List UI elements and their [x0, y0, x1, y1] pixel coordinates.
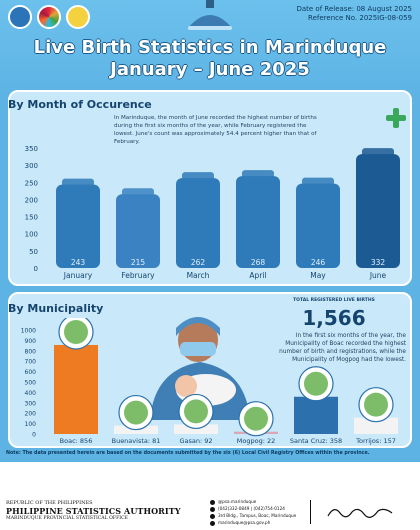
footer — [0, 462, 420, 530]
y-tick-label: 350 — [25, 145, 38, 153]
category-label: Mogpog: 22 — [237, 437, 275, 445]
total-label: TOTAL REGISTERED LIVE BIRTHS — [293, 298, 375, 303]
bar — [56, 184, 100, 268]
bar — [176, 178, 220, 268]
bottle-neck — [302, 177, 334, 186]
contact-block: @psa.marinduque (042)332-0849 | (042)754… — [210, 498, 296, 526]
y-tick-label: 250 — [25, 179, 38, 187]
bar — [174, 424, 218, 434]
bar — [236, 176, 280, 268]
x-tick-label: March — [187, 271, 210, 280]
x-tick-label: June — [369, 271, 387, 280]
data-label: 215 — [131, 258, 146, 267]
y-tick-label: 0 — [34, 265, 38, 273]
bar — [354, 417, 398, 434]
sdg-logo — [37, 5, 61, 29]
seal-inner — [124, 400, 148, 425]
seal-inner — [364, 392, 388, 417]
facebook-icon — [210, 499, 215, 505]
category-label: Boac: 856 — [60, 437, 93, 445]
agency-logos — [8, 5, 90, 29]
municipality-section-heading: By Municipality — [8, 302, 104, 315]
location-icon — [210, 513, 215, 519]
republic-label: REPUBLIC OF THE PHILIPPINES — [6, 500, 93, 506]
seal-inner — [244, 406, 268, 431]
y-tick-label: 200 — [25, 196, 38, 204]
x-tick-label: April — [249, 271, 266, 280]
release-info: Date of Release: 08 August 2025 Referenc… — [296, 5, 412, 23]
month-section-heading: By Month of Occurence — [8, 98, 152, 111]
category-label: Buenavista: 81 — [112, 437, 161, 445]
reference-number: Reference No. 2025IG-08-059 — [308, 14, 412, 22]
y-tick-label: 500 — [25, 380, 37, 387]
category-label: Torrijos: 157 — [355, 437, 396, 445]
data-label: 246 — [311, 258, 326, 267]
x-tick-label: January — [63, 271, 93, 280]
nurse-with-baby-illustration — [150, 317, 250, 420]
page-title: Live Birth Statistics in Marinduque Janu… — [0, 37, 420, 81]
y-tick-label: 800 — [25, 348, 37, 355]
month-bar-chart: 0 50 100 150 200 250 300 350 243 January 215 Februa… — [25, 145, 400, 280]
data-label: 262 — [191, 258, 206, 267]
bar — [356, 154, 400, 268]
release-date: Date of Release: 08 August 2025 — [296, 5, 412, 13]
signature-image — [327, 508, 393, 518]
y-tick-label: 150 — [25, 214, 38, 222]
y-tick-label: 700 — [25, 359, 37, 366]
bottle-neck — [122, 188, 154, 197]
bar — [116, 194, 160, 268]
municipality-bar-chart: 0 100 200 300 400 500 600 700 800 900 1000 Boac: 85… — [21, 318, 398, 445]
contact-facebook: @psa.marinduque — [210, 498, 296, 505]
seal-inner — [304, 371, 328, 396]
bagong-pilipinas-logo — [66, 5, 90, 29]
contact-email: marinduque@psa.gov.ph — [210, 519, 296, 526]
y-tick-label: 0 — [32, 432, 36, 439]
title-line-1: Live Birth Statistics in Marinduque — [33, 37, 387, 58]
signature — [326, 503, 396, 524]
data-label: 268 — [251, 258, 266, 267]
y-tick-label: 1000 — [21, 328, 36, 335]
data-label: 243 — [71, 258, 86, 267]
municipality-description: In the first six months of the year, the… — [279, 333, 406, 363]
x-tick-label: February — [121, 271, 155, 280]
category-label: Santa Cruz: 358 — [290, 437, 342, 445]
office-name: MARINDUQUE PROVINCIAL STATISTICAL OFFICE — [6, 516, 128, 521]
title-line-2: January – June 2025 — [110, 59, 310, 80]
contact-address: 3rd Bldg., Tampus, Boac, Marinduque — [210, 512, 296, 519]
y-tick-label: 100 — [25, 231, 38, 239]
y-tick-label: 400 — [25, 390, 37, 397]
phone-icon — [210, 506, 215, 512]
data-note: Note: The data presented herein are base… — [6, 451, 370, 456]
agency-name: PHILIPPINE STATISTICS AUTHORITY — [6, 506, 181, 516]
seal-inner — [184, 399, 208, 424]
y-tick-label: 300 — [25, 400, 37, 407]
y-tick-label: 600 — [25, 369, 37, 376]
y-tick-label: 200 — [25, 411, 37, 418]
footer-divider — [310, 500, 311, 524]
y-tick-label: 300 — [25, 162, 38, 170]
bar — [296, 183, 340, 268]
email-icon — [210, 520, 215, 526]
bar — [54, 344, 98, 434]
seal-inner — [64, 319, 88, 344]
y-tick-label: 100 — [25, 421, 37, 428]
bar — [294, 396, 338, 434]
month-description: In Marinduque, the month of June recorde… — [114, 115, 317, 145]
x-tick-label: May — [310, 271, 326, 280]
surgical-lamp-icon — [188, 0, 232, 30]
psa-logo — [8, 5, 32, 29]
agency-block: REPUBLIC OF THE PHILIPPINES PHILIPPINE S… — [6, 500, 181, 521]
contact-phone: (042)332-0849 | (042)754-0124 — [210, 505, 296, 512]
plus-icon — [386, 108, 406, 128]
y-tick-label: 50 — [29, 248, 38, 256]
data-label: 332 — [371, 258, 386, 267]
total-value: 1,566 — [302, 306, 366, 330]
category-label: Gasan: 92 — [179, 437, 212, 445]
y-tick-label: 900 — [25, 338, 37, 345]
